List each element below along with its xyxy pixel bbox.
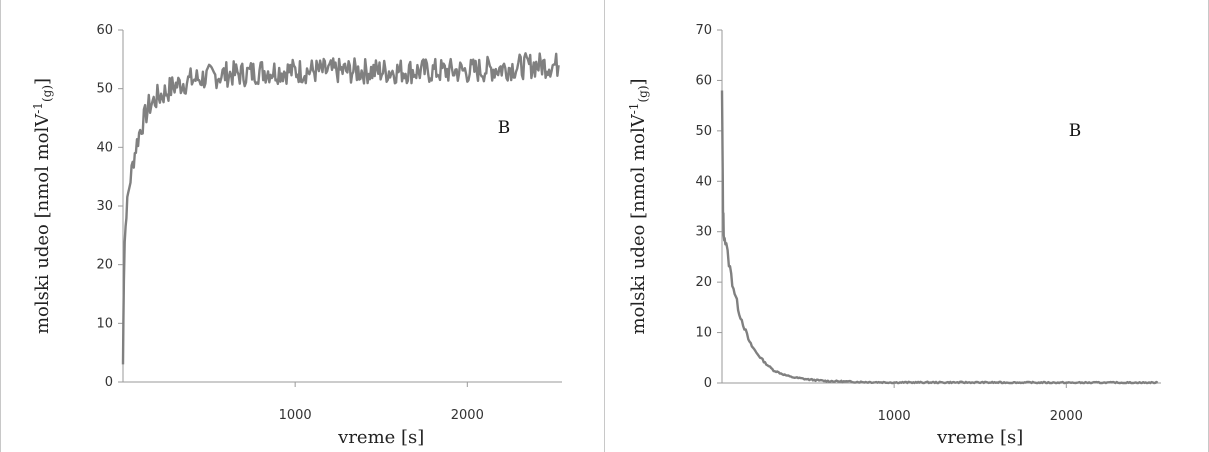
chart-panel-right: 0 10 20 30 40 50 60 70 1000 2000 vreme [s] molski u… bbox=[604, 0, 1209, 452]
y-axis-title: molski udeo [nmol molV-1(g)] bbox=[627, 78, 650, 334]
y-axis-title: molski udeo [nmol molV-1(g)] bbox=[31, 78, 54, 334]
y-tick-label: 70 bbox=[695, 23, 712, 38]
data-series-line bbox=[121, 52, 560, 365]
panel-border bbox=[0, 0, 1, 452]
line-chart-right: 0 10 20 30 40 50 60 70 1000 2000 vreme [s] molski u… bbox=[627, 23, 1161, 448]
y-tick-label: 50 bbox=[96, 82, 113, 97]
panel-divider bbox=[604, 0, 605, 452]
y-tick-label: 40 bbox=[695, 174, 712, 189]
chart-panel-left: 0 10 20 30 40 50 60 1000 2000 vreme [s] molski ude… bbox=[0, 0, 604, 452]
y-tick-label: 30 bbox=[695, 225, 712, 240]
y-tick-label: 50 bbox=[695, 124, 712, 139]
y-tick-label: 0 bbox=[105, 375, 113, 390]
y-tick-label: 40 bbox=[96, 140, 113, 155]
annotation-label: B bbox=[498, 118, 511, 138]
x-axis-title: vreme [s] bbox=[337, 427, 424, 448]
x-tick-label: 2000 bbox=[451, 408, 484, 423]
y-tick-label: 10 bbox=[96, 316, 113, 331]
y-tick-label: 20 bbox=[96, 258, 113, 273]
y-tick-label: 60 bbox=[695, 73, 712, 88]
x-tick-label: 1000 bbox=[279, 408, 312, 423]
y-tick-label: 60 bbox=[96, 23, 113, 38]
y-tick-label: 20 bbox=[695, 275, 712, 290]
line-chart-left: 0 10 20 30 40 50 60 1000 2000 vreme [s] molski ude… bbox=[31, 23, 562, 448]
x-axis-title: vreme [s] bbox=[936, 427, 1023, 448]
y-tick-label: 30 bbox=[96, 199, 113, 214]
data-series-line bbox=[720, 90, 1159, 385]
x-tick-label: 2000 bbox=[1050, 409, 1083, 424]
y-tick-label: 10 bbox=[695, 326, 712, 341]
annotation-label: B bbox=[1069, 121, 1082, 141]
y-tick-label: 0 bbox=[704, 376, 712, 391]
x-tick-label: 1000 bbox=[878, 409, 911, 424]
